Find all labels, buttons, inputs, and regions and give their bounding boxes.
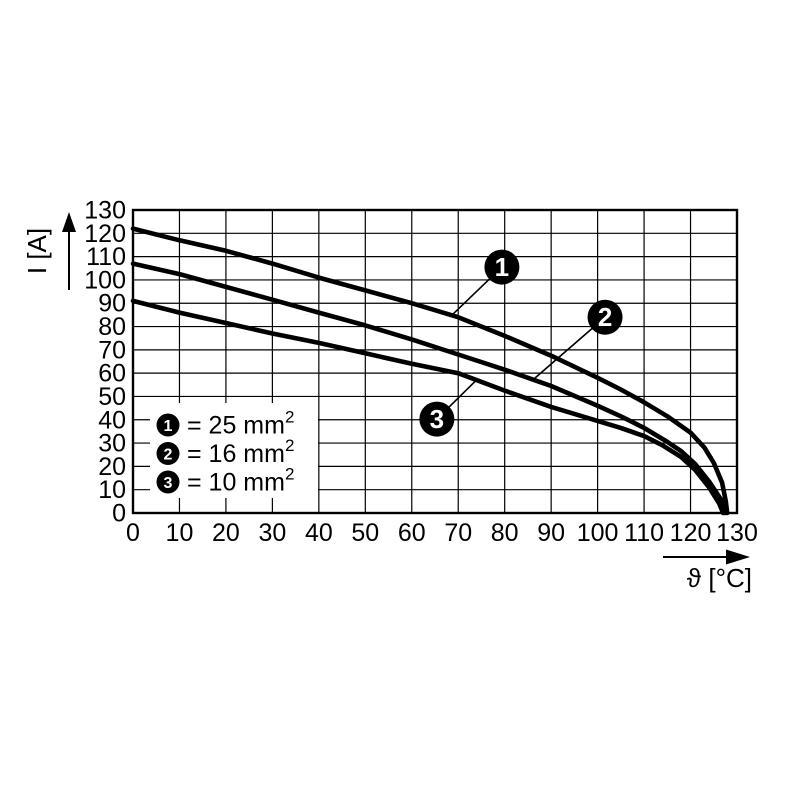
y-tick-label: 110 (86, 243, 126, 271)
legend-item-label: = 10 mm2 (187, 465, 294, 497)
y-tick-label: 10 (98, 476, 126, 504)
x-tick-label: 80 (491, 519, 519, 547)
callout-circle-2 (587, 299, 623, 335)
x-tick-label: 120 (670, 519, 712, 547)
curve-16mm2 (130, 261, 728, 516)
y-tick-label: 90 (98, 290, 126, 318)
curve-10mm2 (130, 298, 726, 516)
x-tick-label: 10 (166, 519, 194, 547)
legend-symbol-2 (156, 442, 180, 465)
y-tick-label: 80 (98, 313, 126, 341)
legend-symbol-number: 1 (164, 418, 173, 435)
x-tick-label: 0 (126, 519, 140, 547)
y-tick-label: 50 (98, 383, 126, 411)
x-tick-label: 60 (398, 519, 426, 547)
y-tick-label: 40 (98, 406, 126, 434)
x-tick-label: 50 (351, 519, 379, 547)
legend-symbol-1 (156, 413, 180, 437)
callout-circle-1 (484, 249, 520, 285)
y-tick-label: 60 (98, 360, 126, 388)
y-tick-label: 130 (84, 197, 126, 225)
y-axis-arrow-head-icon (62, 212, 76, 232)
legend-symbol-number: 2 (164, 446, 173, 463)
y-tick-label: 70 (98, 336, 126, 364)
curve-25mm2 (130, 226, 730, 516)
x-axis-arrow-head-icon (726, 549, 750, 565)
x-tick-label: 110 (624, 519, 664, 547)
legend-item-label: = 16 mm2 (187, 436, 294, 468)
callout-number: 2 (598, 302, 612, 332)
y-tick-label: 100 (84, 266, 126, 294)
x-tick-label: 40 (305, 519, 333, 547)
callout-number: 1 (495, 252, 509, 282)
legend-symbol-3 (156, 470, 180, 494)
y-tick-label: 120 (84, 220, 126, 248)
plot-border (131, 208, 739, 515)
y-tick-label: 20 (98, 453, 126, 481)
x-tick-label: 90 (537, 519, 565, 547)
callout-number: 3 (430, 404, 444, 434)
legend-item-label: = 25 mm2 (187, 408, 294, 440)
x-tick-label: 70 (444, 519, 472, 547)
y-tick-label: 30 (98, 430, 126, 458)
x-tick-label: 100 (577, 519, 619, 547)
x-tick-label: 130 (716, 519, 758, 547)
x-tick-label: 30 (258, 519, 286, 547)
y-tick-label: 0 (112, 500, 126, 528)
x-tick-label: 20 (212, 519, 240, 547)
x-axis-label: ϑ [°C] (687, 563, 752, 593)
callout-circle-3 (419, 401, 455, 437)
y-axis-label: I [A] (22, 228, 52, 274)
legend-symbol-number: 3 (164, 475, 173, 492)
